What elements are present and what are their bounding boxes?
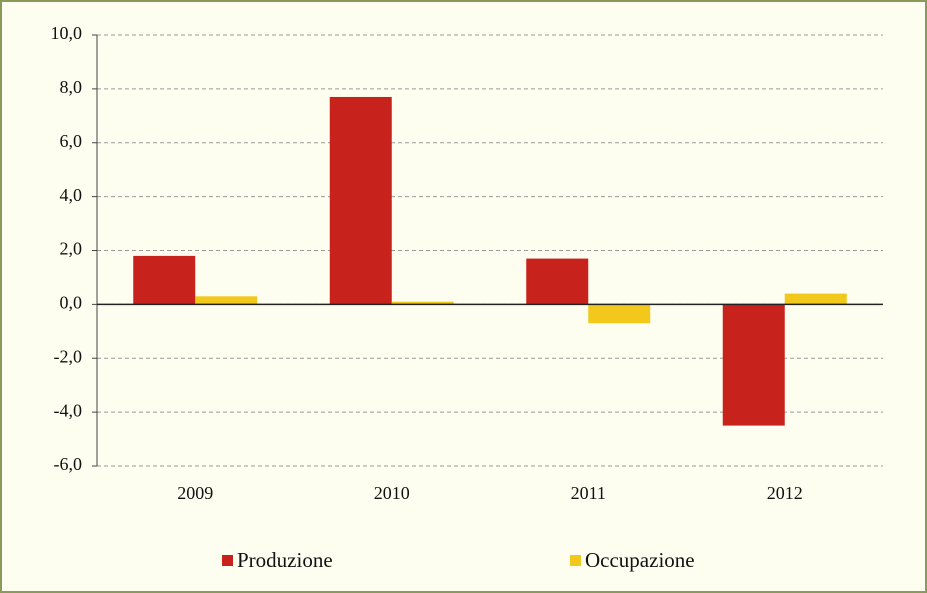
bar xyxy=(722,304,785,426)
legend-label: Produzione xyxy=(237,548,333,572)
bar xyxy=(391,301,454,305)
legend-label: Occupazione xyxy=(585,548,695,572)
bar xyxy=(526,258,589,305)
x-tick-label: 2012 xyxy=(767,483,803,503)
x-tick-label: 2009 xyxy=(177,483,213,503)
y-tick-label: -6,0 xyxy=(54,454,83,474)
x-tick-label: 2011 xyxy=(571,483,606,503)
y-tick-label: 0,0 xyxy=(60,293,83,313)
bar xyxy=(195,296,258,305)
y-tick-label: 6,0 xyxy=(60,131,83,151)
y-tick-label: 4,0 xyxy=(60,185,83,205)
y-tick-label: 10,0 xyxy=(51,23,83,43)
bar xyxy=(588,304,651,324)
bar xyxy=(784,293,847,305)
bar xyxy=(329,96,392,305)
legend-swatch xyxy=(570,555,581,566)
bar xyxy=(133,255,196,305)
x-tick-label: 2010 xyxy=(374,483,410,503)
y-tick-label: -4,0 xyxy=(54,400,83,420)
y-tick-label: -2,0 xyxy=(54,346,83,366)
y-tick-label: 8,0 xyxy=(60,77,83,97)
legend-swatch xyxy=(222,555,233,566)
y-tick-label: 2,0 xyxy=(60,239,83,259)
